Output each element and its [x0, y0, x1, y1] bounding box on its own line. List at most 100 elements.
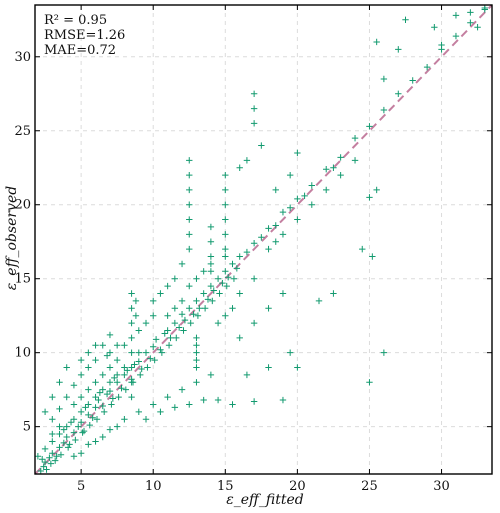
- data-point: [132, 312, 140, 319]
- data-point: [201, 305, 209, 312]
- data-point: [63, 364, 70, 371]
- data-point: [164, 327, 171, 334]
- data-point: [395, 46, 402, 53]
- data-point: [171, 404, 179, 411]
- x-tick-label: 25: [361, 479, 378, 494]
- data-point: [57, 451, 65, 458]
- data-point: [113, 356, 121, 364]
- data-point: [56, 379, 63, 386]
- data-point: [106, 426, 114, 433]
- data-point: [56, 405, 63, 413]
- data-point: [157, 408, 164, 416]
- data-point: [113, 379, 121, 386]
- data-point: [39, 456, 46, 463]
- data-point: [122, 386, 130, 393]
- reference-line: [34, 4, 493, 475]
- data-point: [337, 171, 344, 179]
- data-point: [250, 275, 258, 282]
- data-point: [66, 441, 73, 448]
- data-point: [99, 342, 106, 349]
- data-point: [77, 356, 85, 364]
- data-point: [207, 238, 215, 245]
- data-point: [49, 450, 56, 457]
- data-point: [222, 231, 229, 238]
- data-point: [210, 287, 217, 294]
- stat-r2: R² = 0.95: [44, 13, 107, 28]
- data-point: [236, 253, 243, 260]
- data-point: [243, 157, 251, 164]
- data-point: [323, 166, 330, 173]
- data-point: [219, 279, 226, 287]
- data-point: [178, 386, 186, 393]
- data-point: [99, 386, 106, 393]
- data-point: [402, 16, 409, 23]
- data-point: [236, 164, 243, 171]
- data-point: [113, 371, 121, 379]
- data-point: [77, 371, 85, 379]
- data-point: [214, 396, 222, 404]
- grid-lines: [35, 5, 492, 474]
- data-point: [63, 433, 70, 441]
- data-point: [49, 430, 56, 438]
- data-point: [250, 239, 258, 247]
- x-tick-label: 5: [77, 479, 85, 494]
- data-point: [64, 444, 72, 451]
- data-point: [63, 393, 70, 401]
- data-point: [258, 234, 265, 241]
- data-point: [167, 334, 174, 342]
- data-point: [34, 453, 42, 460]
- data-point: [129, 379, 137, 386]
- data-point: [178, 297, 186, 305]
- data-point: [121, 416, 128, 423]
- data-point: [118, 384, 125, 392]
- data-point: [86, 421, 93, 429]
- data-point: [186, 157, 193, 164]
- data-point: [187, 319, 194, 327]
- data-point: [92, 342, 99, 349]
- data-point: [200, 268, 207, 275]
- data-point: [272, 238, 279, 245]
- data-point: [243, 371, 251, 379]
- data-point: [209, 297, 216, 305]
- data-point: [67, 419, 75, 426]
- data-point: [351, 157, 359, 164]
- y-tick-label: 5: [23, 420, 31, 435]
- data-point: [250, 398, 258, 405]
- data-point: [258, 142, 265, 149]
- data-point: [85, 401, 92, 408]
- data-point: [138, 365, 145, 373]
- data-point: [409, 77, 416, 84]
- data-point: [222, 253, 229, 260]
- data-point: [308, 201, 315, 208]
- data-point: [186, 282, 193, 290]
- data-point: [70, 429, 78, 436]
- data-point: [186, 201, 193, 208]
- data-point: [200, 396, 207, 404]
- data-point: [75, 423, 82, 430]
- data-point: [93, 416, 101, 423]
- data-point: [193, 297, 200, 305]
- data-point: [77, 450, 85, 457]
- data-point: [60, 439, 68, 447]
- data-point: [150, 297, 157, 305]
- data-point: [366, 379, 373, 386]
- data-point: [128, 393, 135, 401]
- data-point: [380, 349, 388, 356]
- data-point: [359, 245, 366, 253]
- data-point: [85, 386, 92, 393]
- data-point: [135, 327, 142, 334]
- data-point: [92, 379, 99, 386]
- data-point: [279, 396, 287, 404]
- data-point: [157, 346, 164, 353]
- data-point: [323, 186, 330, 194]
- data-point: [63, 423, 70, 430]
- data-point: [207, 260, 215, 268]
- data-point: [207, 282, 215, 290]
- data-point: [193, 356, 200, 364]
- data-point: [147, 355, 154, 362]
- data-point: [222, 268, 229, 275]
- data-point: [92, 356, 99, 364]
- data-point: [37, 467, 44, 475]
- data-point: [207, 371, 215, 379]
